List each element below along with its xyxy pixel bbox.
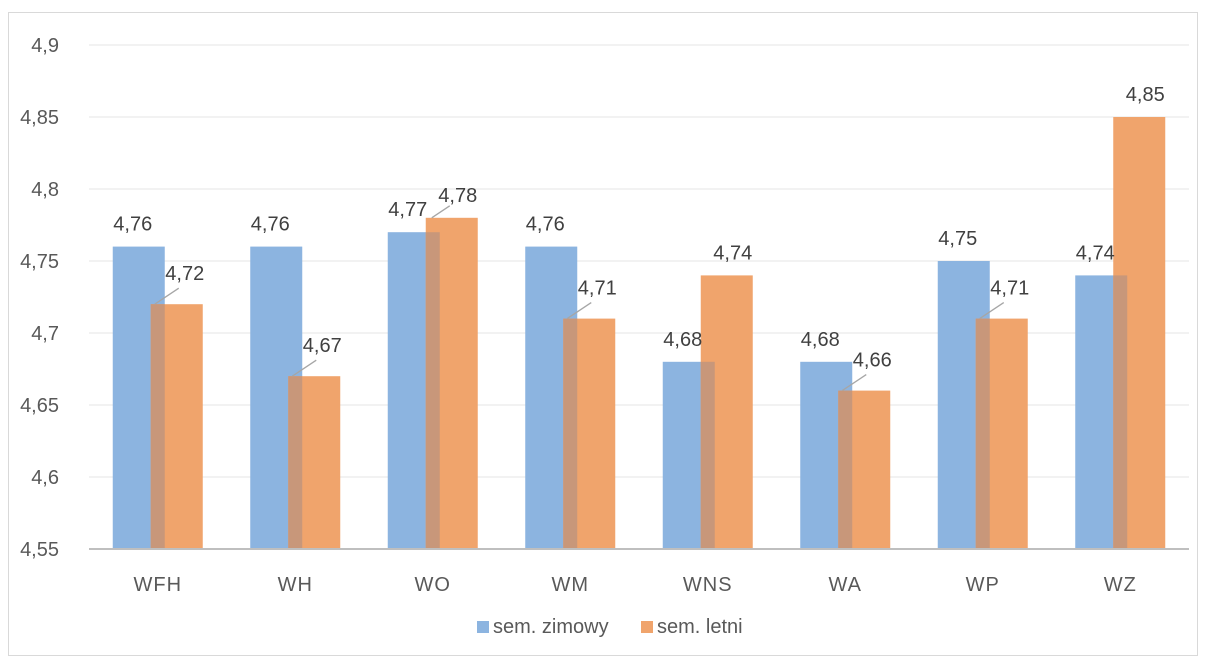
y-tick-label: 4,75 (20, 251, 59, 273)
legend-swatch-letni (641, 621, 653, 633)
x-category-label: WA (829, 574, 862, 596)
legend-swatch-zimowy (477, 621, 489, 633)
leader-line (979, 302, 1005, 320)
data-label-zimowy-WZ: 4,74 (1076, 242, 1115, 264)
x-category-label: WM (551, 574, 589, 596)
data-label-letni-WO: 4,78 (438, 185, 477, 207)
data-label-letni-WH: 4,67 (303, 335, 342, 357)
bar-overlap-WZ (1113, 275, 1128, 549)
leader-line (566, 302, 592, 320)
data-label-zimowy-WM: 4,76 (526, 214, 565, 236)
bar-overlap-WO (425, 232, 440, 549)
x-category-label: WZ (1104, 574, 1137, 596)
chart-frame: 4,55 4,6 4,65 4,7 4,75 4,8 4,85 4,9 WFH WH WO WM WN… (8, 12, 1198, 656)
bar-overlap-WH (288, 376, 303, 549)
x-category-label: WP (966, 574, 1000, 596)
data-label-letni-WNS: 4,74 (713, 242, 752, 264)
leader-line (841, 374, 867, 392)
data-label-zimowy-WO: 4,77 (388, 199, 427, 221)
data-label-zimowy-WA: 4,68 (801, 329, 840, 351)
y-tick-label: 4,6 (31, 467, 59, 489)
data-labels: 4,76 4,72 4,76 4,67 4,77 4,78 4,76 4,71 4,68 4,74… (113, 84, 1165, 392)
data-label-letni-WA: 4,66 (853, 350, 892, 372)
data-label-zimowy-WFH: 4,76 (113, 214, 152, 236)
bar-overlap-WNS (700, 361, 715, 549)
leader-line (154, 287, 180, 305)
legend-label-letni: sem. letni (657, 616, 743, 638)
data-label-letni-WFH: 4,72 (165, 263, 204, 285)
leader-line (431, 205, 451, 219)
x-category-label: WO (415, 574, 451, 596)
legend-label-zimowy: sem. zimowy (493, 616, 609, 638)
y-tick-label: 4,85 (20, 107, 59, 129)
x-category-label: WFH (133, 574, 182, 596)
y-tick-label: 4,55 (20, 539, 59, 561)
bar-overlap-WP (975, 318, 990, 549)
x-category-label: WNS (683, 574, 733, 596)
legend: sem. zimowy sem. letni (477, 616, 743, 638)
leader-line (291, 359, 317, 377)
data-label-letni-WP: 4,71 (990, 278, 1029, 300)
y-axis-ticks: 4,55 4,6 4,65 4,7 4,75 4,8 4,85 4,9 (20, 35, 59, 561)
x-category-label: WH (278, 574, 313, 596)
data-label-zimowy-WNS: 4,68 (663, 329, 702, 351)
bars (112, 117, 1166, 550)
data-label-zimowy-WH: 4,76 (251, 214, 290, 236)
y-tick-label: 4,7 (31, 323, 59, 345)
bar-overlap-WM (563, 318, 578, 549)
y-tick-label: 4,65 (20, 395, 59, 417)
data-label-letni-WZ: 4,85 (1126, 84, 1165, 106)
y-tick-label: 4,8 (31, 179, 59, 201)
y-tick-label: 4,9 (31, 35, 59, 57)
bar-chart: 4,55 4,6 4,65 4,7 4,75 4,8 4,85 4,9 WFH WH WO WM WN… (20, 35, 1189, 638)
data-label-zimowy-WP: 4,75 (938, 228, 977, 250)
bar-overlap-WFH (150, 304, 165, 549)
data-label-letni-WM: 4,71 (578, 278, 617, 300)
x-axis-categories: WFH WH WO WM WNS WA WP WZ (133, 574, 1137, 596)
bar-overlap-WA (838, 390, 853, 549)
